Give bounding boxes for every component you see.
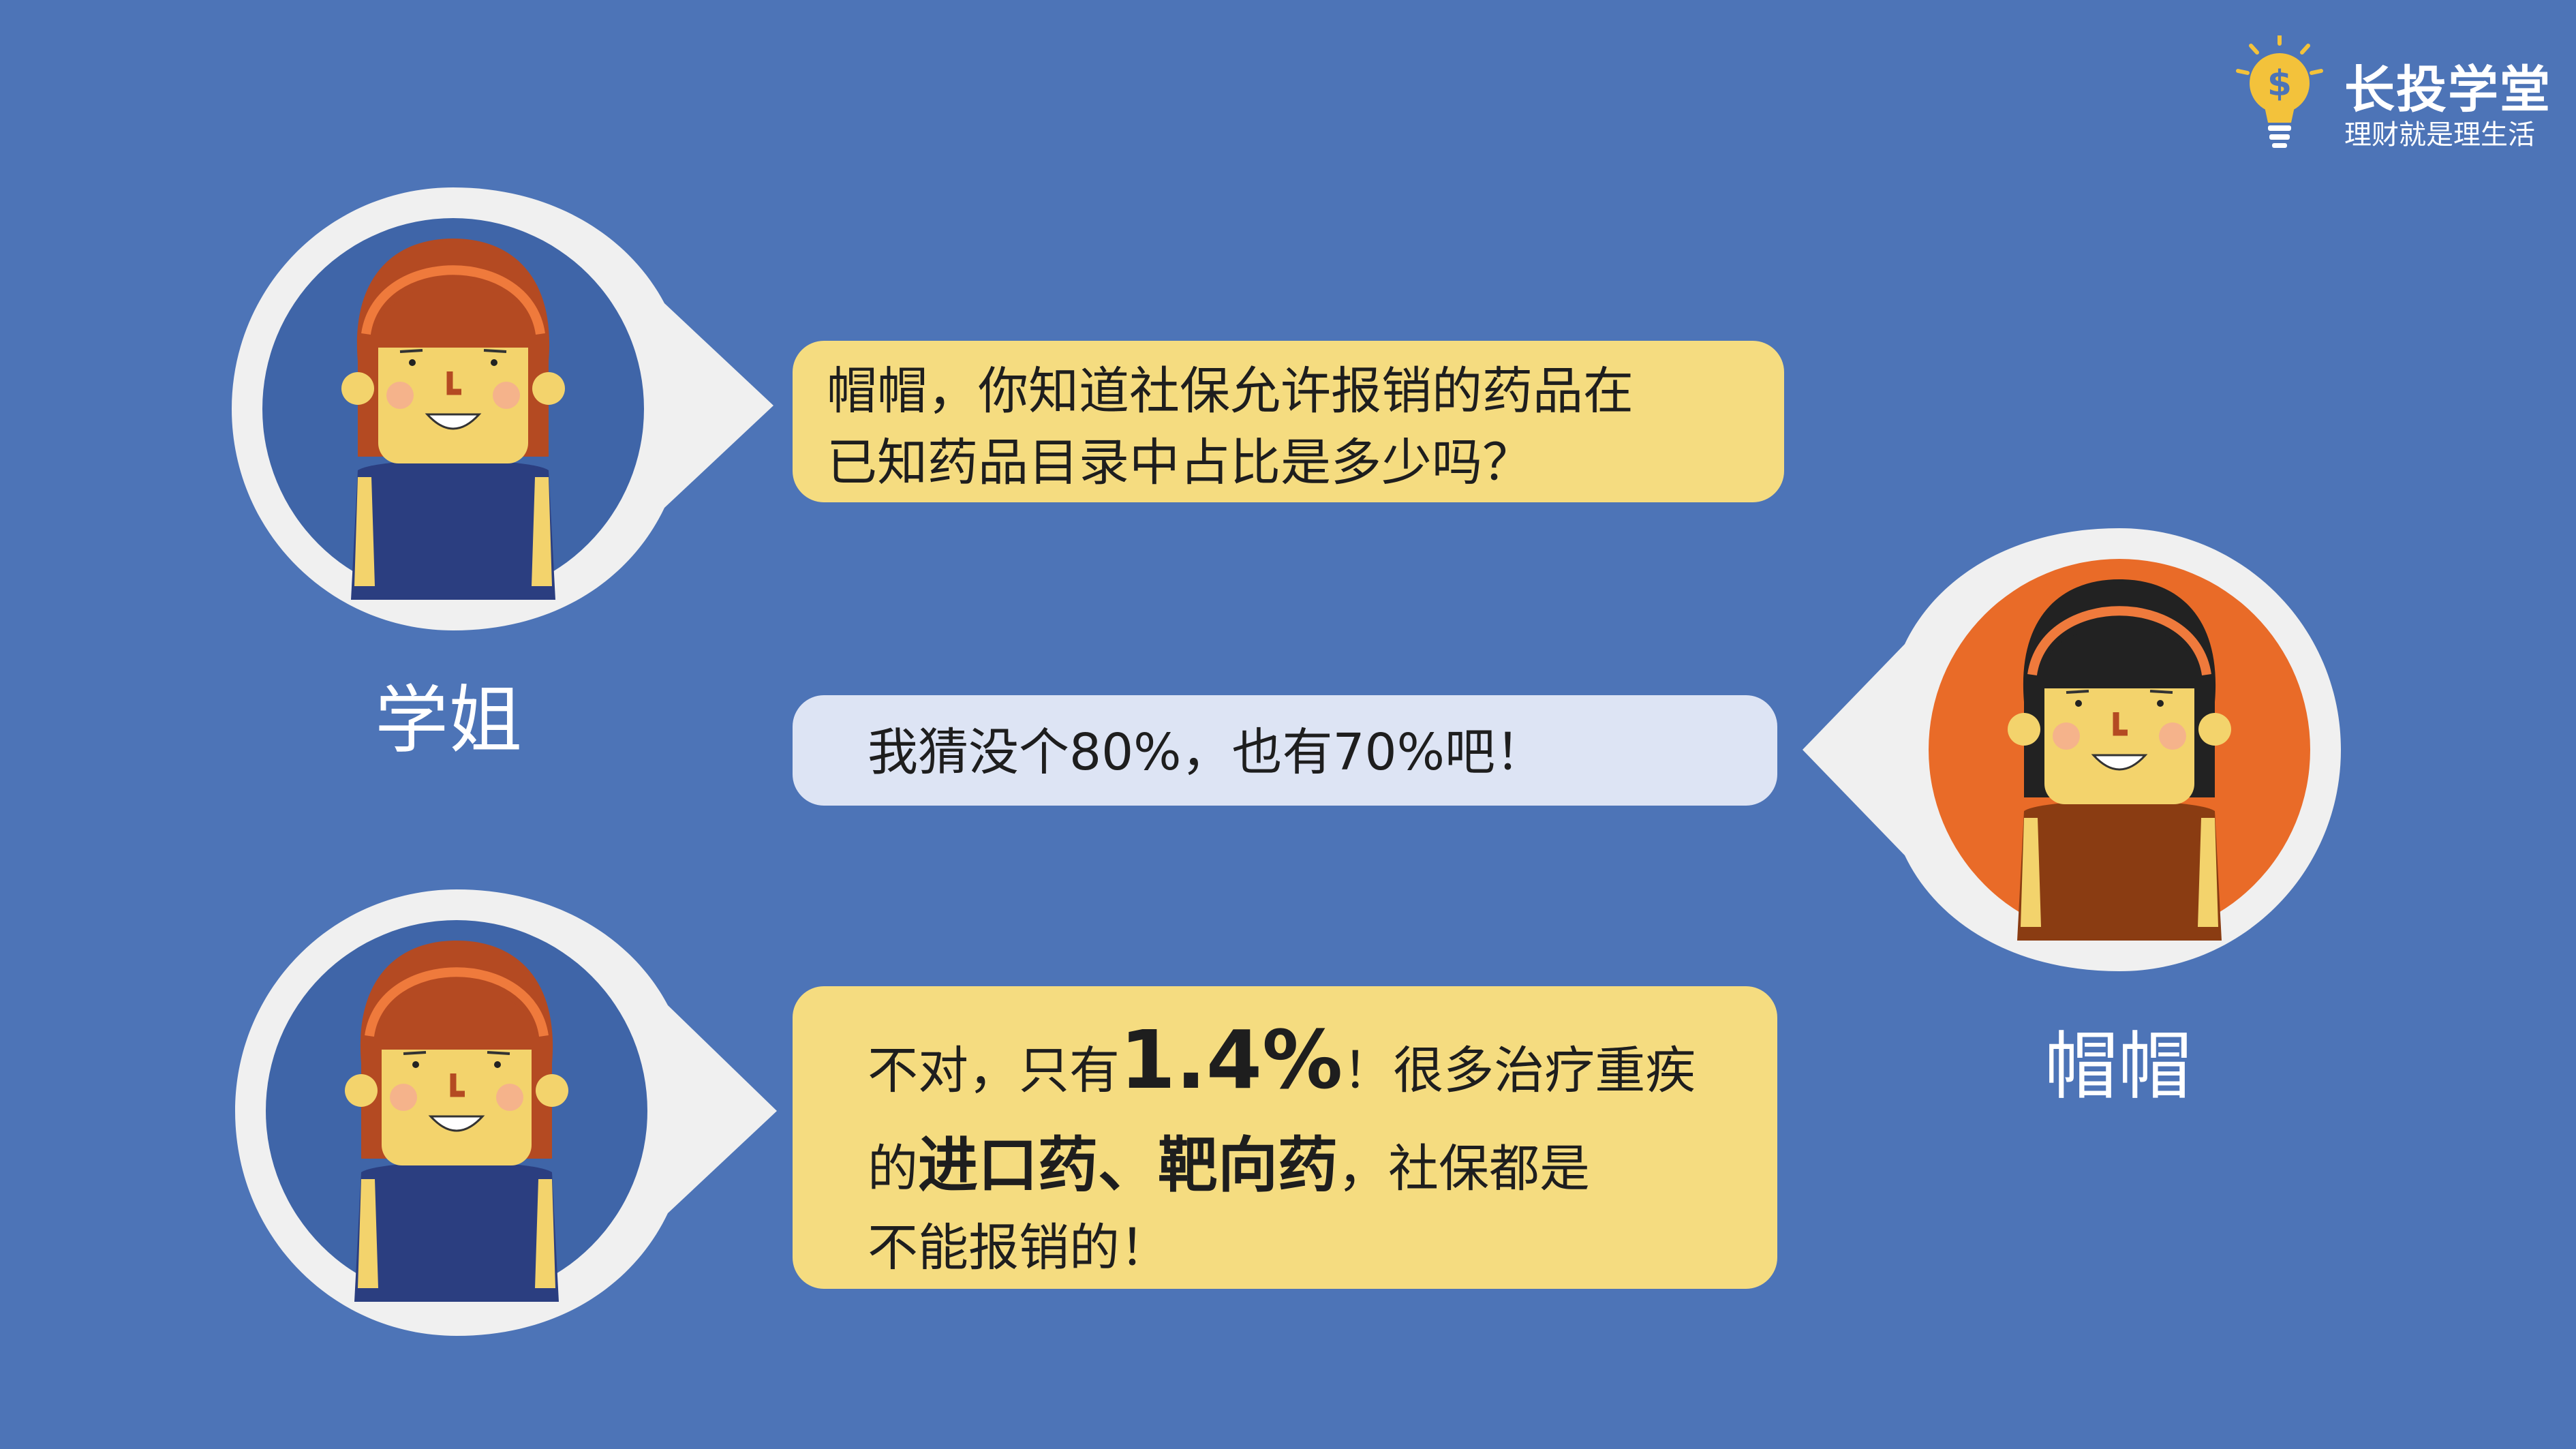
maomao-girl-avatar-icon bbox=[1803, 528, 2341, 971]
answer-emphasis: 进口药、靶向药 bbox=[918, 1130, 1338, 1200]
question-line-2: 已知药品目录中占比是多少吗？ bbox=[827, 433, 1533, 493]
senior-name-label: 学姐 bbox=[375, 678, 523, 763]
answer-text-1: 不对，只有 bbox=[868, 1041, 1120, 1100]
senior-girl-avatar-icon bbox=[232, 187, 773, 630]
answer-percentage: 1.4% bbox=[1120, 1013, 1343, 1107]
brand-title: 长投学堂 bbox=[2344, 61, 2551, 119]
answer-bubble: 不对，只有1.4%！很多治疗重疾 的进口药、靶向药，社保都是 不能报销的！ bbox=[793, 986, 1777, 1289]
question-line-1: 帽帽，你知道社保允许报销的药品在 bbox=[827, 362, 1634, 421]
reply-text: 我猜没个80%，也有70%吧！ bbox=[868, 723, 1546, 782]
senior-girl-avatar-icon bbox=[235, 889, 777, 1336]
brand-subtitle: 理财就是理生活 bbox=[2344, 119, 2535, 151]
lightbulb-dollar-icon: $ bbox=[2236, 35, 2323, 148]
answer-text-5: 不能报销的！ bbox=[868, 1219, 1170, 1277]
answer-text-2: ！很多治疗重疾 bbox=[1343, 1041, 1696, 1100]
maomao-name-label: 帽帽 bbox=[2044, 1024, 2192, 1110]
question-bubble: 帽帽，你知道社保允许报销的药品在 已知药品目录中占比是多少吗？ bbox=[793, 341, 1784, 502]
answer-text-3: 的 bbox=[868, 1140, 918, 1198]
reply-bubble: 我猜没个80%，也有70%吧！ bbox=[793, 695, 1777, 806]
answer-text-4: ，社保都是 bbox=[1338, 1140, 1591, 1198]
svg-text:$: $ bbox=[2267, 63, 2292, 104]
